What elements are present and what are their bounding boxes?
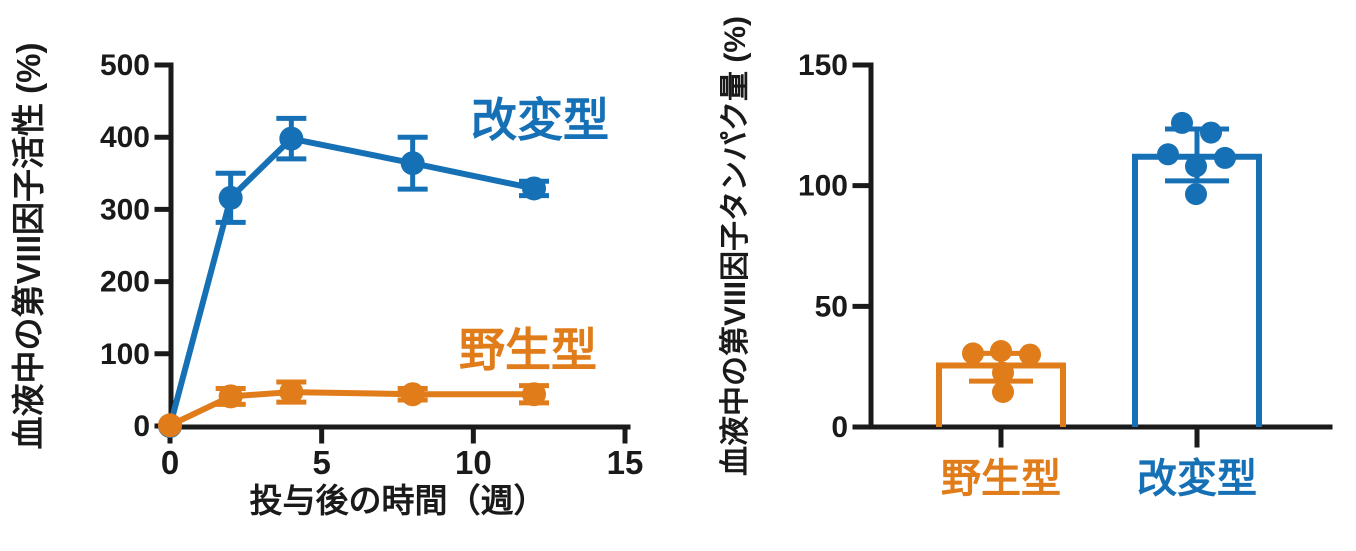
data-point (158, 413, 182, 438)
data-point (218, 185, 243, 210)
bar-chart-panel: 0 50 100 150 血液中の第VIII因子タンパク量 (%) 野生型 改変型 (680, 0, 1356, 546)
bar-chart-svg: 0 50 100 150 血液中の第VIII因子タンパク量 (%) 野生型 改変型 (718, 16, 1333, 501)
x-tick-label: 5 (312, 444, 330, 481)
scatter-dot (990, 339, 1012, 362)
y-tick-label: 50 (815, 290, 848, 323)
y-tick-label: 0 (831, 411, 848, 444)
scatter-dot (1185, 183, 1207, 206)
scatter-dot (1019, 343, 1041, 366)
y-axis-title: 血液中の第VIII因子活性 (%) (10, 42, 47, 449)
scatter-dot (1157, 143, 1179, 166)
y-axis-title: 血液中の第VIII因子タンパク量 (%) (718, 16, 752, 476)
data-point (279, 380, 304, 405)
axes (154, 62, 631, 444)
bar-group-wildtype (936, 339, 1066, 427)
series-label: 野生型 (459, 324, 597, 376)
x-tick-labels: 0 5 10 15 (161, 444, 644, 481)
scatter-dot (1171, 111, 1193, 134)
axes (852, 62, 1333, 448)
scatter-dot (1185, 155, 1207, 178)
line-chart-panel: 0 100 200 300 400 500 0 5 10 15 投与後の時間（週） 血液中の第VIII… (0, 0, 680, 546)
data-point (400, 151, 425, 176)
x-axis-title: 投与後の時間（週） (250, 482, 547, 519)
y-tick-label: 100 (798, 170, 848, 203)
scatter-dot (992, 381, 1014, 404)
data-point (400, 382, 425, 407)
y-tick-label: 500 (100, 49, 150, 82)
scatter-dot (1214, 146, 1236, 169)
data-point (522, 176, 546, 201)
scatter-dots (962, 339, 1041, 404)
x-tick-label: 10 (455, 444, 492, 481)
line-chart-svg: 0 100 200 300 400 500 0 5 10 15 投与後の時間（週） 血液中の第VIII… (10, 42, 644, 519)
y-tick-label: 150 (798, 49, 848, 82)
y-tick-label: 300 (100, 193, 150, 226)
series-modified (158, 115, 549, 438)
category-label: 野生型 (941, 457, 1061, 501)
y-tick-label: 200 (100, 266, 150, 299)
y-tick-label: 100 (100, 338, 150, 371)
data-point (218, 384, 243, 409)
x-tick-label: 0 (161, 444, 179, 481)
y-tick-labels: 0 100 200 300 400 500 (100, 49, 150, 443)
y-tick-labels: 0 50 100 150 (798, 49, 848, 444)
y-tick-label: 0 (133, 410, 150, 443)
data-point (279, 126, 304, 151)
series-wildtype (158, 379, 549, 438)
data-point (522, 382, 546, 407)
category-label: 改変型 (1137, 456, 1257, 501)
x-tick-label: 15 (607, 444, 644, 481)
series-label: 改変型 (471, 94, 609, 146)
scatter-dots (1157, 111, 1236, 206)
scatter-dot (1200, 121, 1222, 144)
data-points (158, 380, 546, 438)
y-tick-label: 400 (100, 121, 150, 154)
series-line (167, 135, 535, 427)
scatter-dot (992, 361, 1014, 384)
bar-group-modified (1132, 111, 1262, 427)
scatter-dot (962, 342, 984, 365)
